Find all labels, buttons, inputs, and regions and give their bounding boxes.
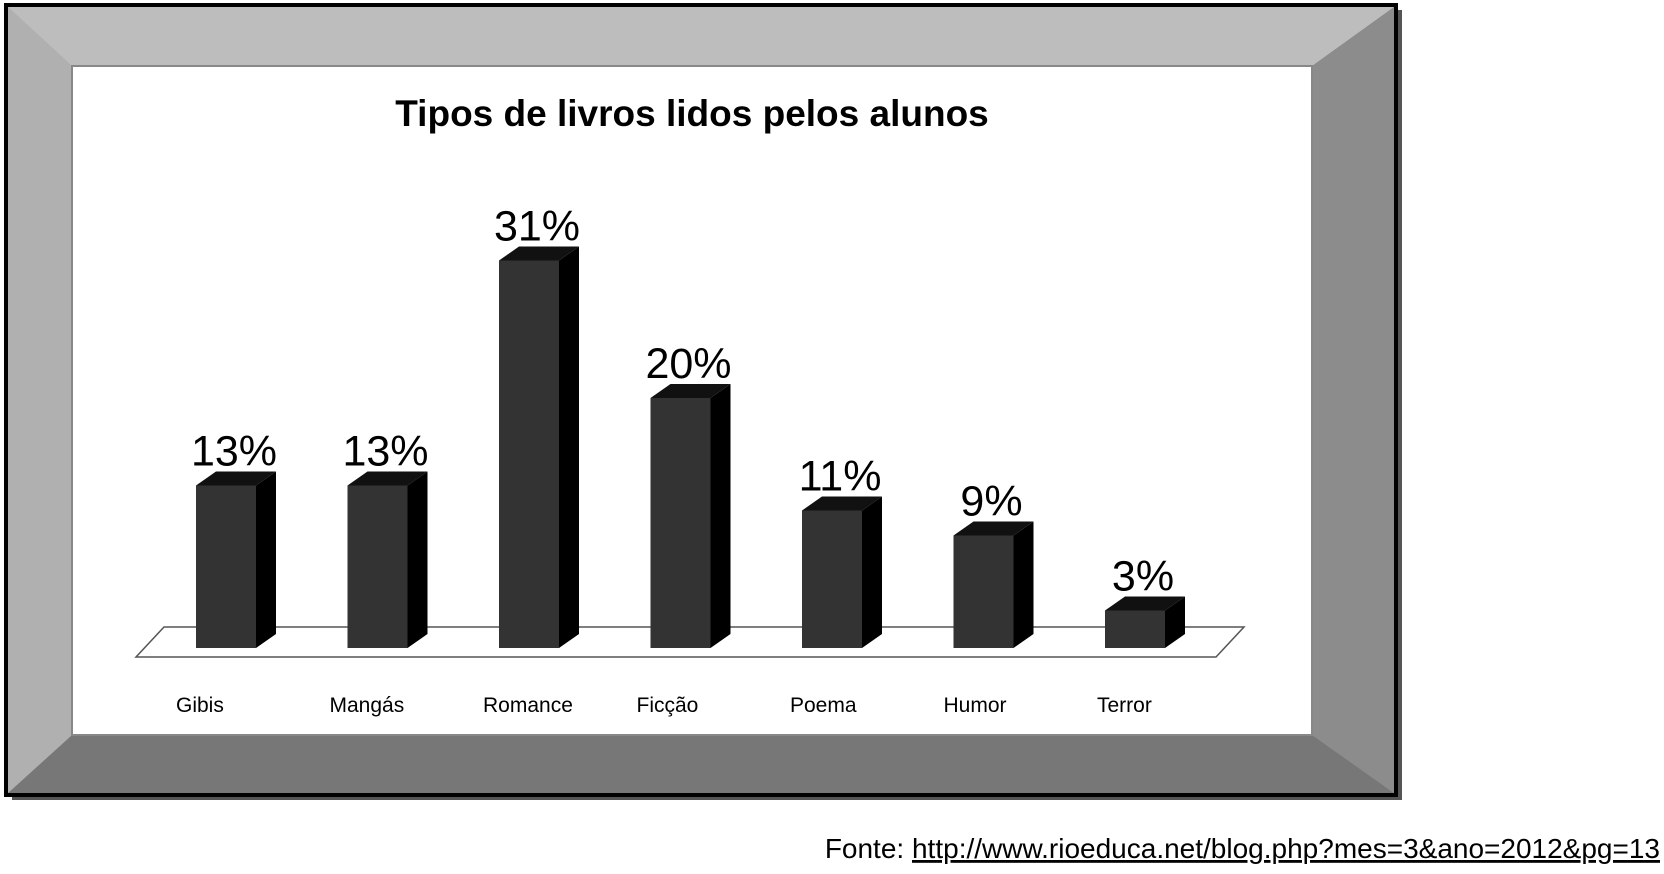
frame-bevel-bottom — [8, 735, 1394, 793]
value-label: 31% — [494, 203, 580, 251]
bar — [499, 260, 559, 648]
bar-side — [862, 496, 882, 648]
bar — [196, 485, 256, 648]
source-url[interactable]: http://www.rioeduca.net/blog.php?mes=3&a… — [912, 833, 1660, 864]
x-tick-label: Terror — [1097, 694, 1152, 717]
bar-side — [1013, 521, 1034, 648]
value-label: 13% — [191, 428, 277, 476]
x-tick-label: Gibis — [176, 694, 224, 717]
bar-side — [559, 246, 579, 648]
x-tick-label: Ficção — [637, 694, 699, 717]
value-label: 13% — [342, 428, 428, 476]
bar — [1105, 610, 1165, 648]
bar-top — [650, 384, 731, 398]
value-label: 9% — [960, 478, 1022, 526]
bar-top — [196, 471, 276, 486]
frame-bevel-left — [8, 7, 72, 793]
value-label: 3% — [1112, 553, 1174, 601]
x-tick-label: Mangás — [330, 694, 405, 717]
bar — [347, 485, 408, 648]
x-tick-label: Romance — [483, 694, 573, 717]
source-label: Fonte: — [825, 833, 904, 864]
bar-top — [347, 471, 428, 486]
bar-top — [499, 246, 579, 261]
x-tick-label: Poema — [790, 694, 857, 717]
bar-side — [1165, 596, 1185, 648]
x-tick-label: Humor — [944, 694, 1007, 717]
source: Fonte: http://www.rioeduca.net/blog.php?… — [825, 833, 1660, 864]
value-label: 11% — [799, 453, 882, 501]
bar-side — [710, 384, 731, 648]
bar-top — [953, 521, 1034, 536]
bar-top — [802, 496, 882, 511]
bar — [953, 535, 1014, 648]
bar — [802, 510, 862, 648]
bar — [650, 398, 711, 648]
frame-bevel-top — [8, 7, 1394, 66]
bar-side — [407, 471, 428, 648]
value-label: 20% — [645, 340, 731, 388]
bar-side — [256, 471, 276, 648]
bar-top — [1105, 596, 1185, 611]
chart-title: Tipos de livros lidos pelos alunos — [395, 93, 989, 134]
frame-bevel-right — [1312, 7, 1394, 793]
bars: 13% Gibis 13% Mangás 31% Romance 20% Ficção 11% P… — [176, 203, 1185, 717]
